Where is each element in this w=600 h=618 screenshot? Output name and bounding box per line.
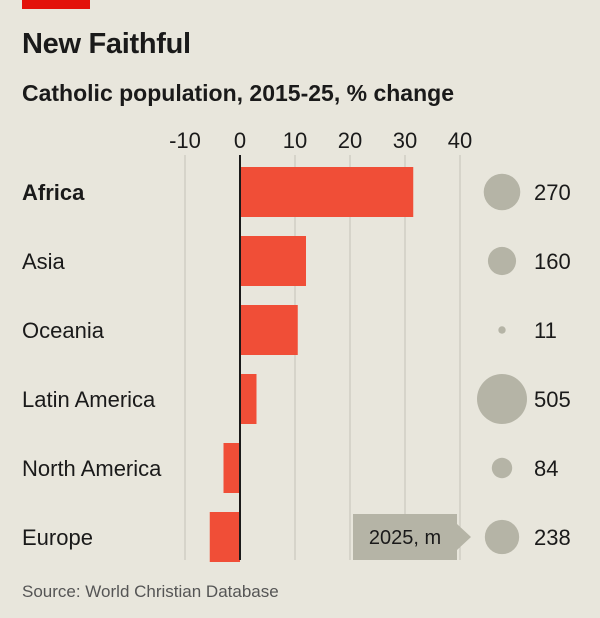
x-tick-label: 30 [393, 128, 417, 153]
category-label: Oceania [22, 318, 105, 343]
population-value: 84 [534, 456, 558, 481]
category-label: Europe [22, 525, 93, 550]
category-label: Africa [22, 180, 85, 205]
bar [240, 374, 257, 424]
x-tick-label: 0 [234, 128, 246, 153]
population-circle [483, 173, 521, 211]
chart-subtitle: Catholic population, 2015-25, % change [22, 80, 454, 106]
bar [240, 305, 298, 355]
brand-tag [22, 0, 90, 9]
legend-callout-box [353, 514, 471, 560]
chart-title: New Faithful [22, 28, 191, 60]
bar [240, 236, 306, 286]
x-tick-label: 40 [448, 128, 472, 153]
category-label: Asia [22, 249, 66, 274]
population-value: 238 [534, 525, 571, 550]
population-circle [487, 246, 517, 276]
bar [240, 167, 414, 217]
category-label: Latin America [22, 387, 156, 412]
bar [209, 512, 240, 562]
population-value: 11 [534, 318, 557, 343]
population-circle [477, 374, 527, 424]
bar [223, 443, 240, 493]
x-tick-label: 20 [338, 128, 362, 153]
legend-callout-label: 2025, m [369, 527, 441, 549]
population-value: 160 [534, 249, 571, 274]
x-tick-label: 10 [283, 128, 307, 153]
population-circle [491, 457, 513, 479]
population-value: 270 [534, 180, 571, 205]
population-circle [498, 326, 506, 334]
x-tick-label: -10 [169, 128, 201, 153]
source-note: Source: World Christian Database [22, 582, 279, 601]
category-label: North America [22, 456, 162, 481]
population-circle [484, 519, 520, 555]
population-value: 505 [534, 387, 571, 412]
